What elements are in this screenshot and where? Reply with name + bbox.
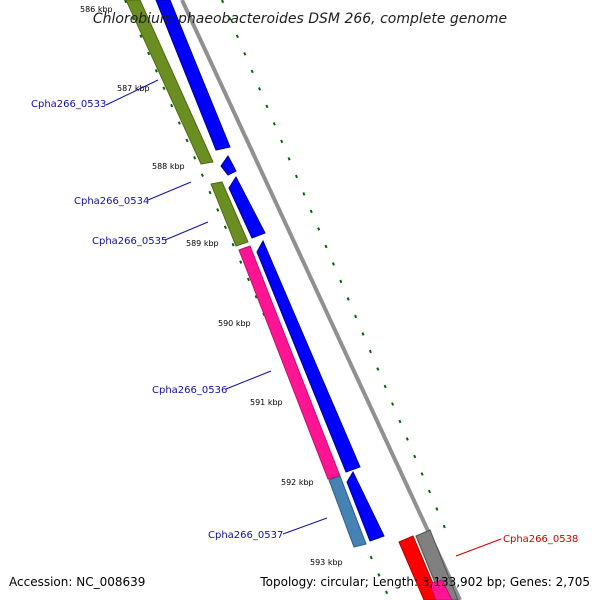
tick-label-588: 588 kbp bbox=[152, 162, 185, 171]
feature-cpha266-0533-blue[interactable] bbox=[155, 0, 231, 151]
tick-label-589: 589 kbp bbox=[186, 239, 219, 248]
feature-cpha266-0534-blue[interactable] bbox=[220, 155, 237, 176]
genome-summary-text: Topology: circular; Length: 3,133,902 bp… bbox=[259, 575, 590, 589]
feature-cpha266-0536-blue[interactable] bbox=[256, 239, 361, 473]
tick-label-592: 592 kbp bbox=[281, 478, 314, 487]
page-title: Chlorobium phaeobacteroides DSM 266, com… bbox=[93, 11, 507, 27]
gene-label-cpha266-0535[interactable]: Cpha266_0535 bbox=[92, 236, 167, 247]
feature-cpha266-0536-pink[interactable] bbox=[238, 245, 341, 480]
feature-cpha266-0538-gray[interactable] bbox=[415, 529, 459, 600]
dotted-ruler-outer bbox=[221, 0, 451, 541]
feature-cpha266-0537-steel[interactable] bbox=[328, 475, 367, 548]
feature-cpha266-0533-olive[interactable] bbox=[125, 0, 214, 165]
feature-bottom-pink[interactable] bbox=[429, 579, 453, 600]
gene-label-leaders bbox=[105, 79, 502, 557]
tick-label-590: 590 kbp bbox=[218, 319, 251, 328]
tick-label-586: 586 kbp bbox=[80, 5, 113, 14]
gene-label-cpha266-0534[interactable]: Cpha266_0534 bbox=[74, 196, 149, 207]
tick-label-587: 587 kbp bbox=[117, 84, 150, 93]
tick-label-593: 593 kbp bbox=[310, 558, 343, 567]
feature-cpha266-0535-blue[interactable] bbox=[228, 175, 266, 239]
feature-cpha266-0537-blue[interactable] bbox=[346, 470, 385, 542]
gene-label-cpha266-0538[interactable]: Cpha266_0538 bbox=[503, 534, 578, 545]
gene-label-cpha266-0536[interactable]: Cpha266_0536 bbox=[152, 385, 227, 396]
gene-label-cpha266-0533[interactable]: Cpha266_0533 bbox=[31, 99, 106, 110]
tick-labels: 586 kbp 587 kbp 588 kbp 589 kbp 590 kbp … bbox=[80, 5, 343, 567]
feature-track bbox=[125, 0, 459, 600]
gene-labels: Cpha266_0533 Cpha266_0534 Cpha266_0535 C… bbox=[31, 99, 578, 545]
tick-label-591: 591 kbp bbox=[250, 398, 283, 407]
backbone bbox=[180, 0, 462, 600]
feature-cpha266-0535-olive[interactable] bbox=[210, 181, 249, 247]
accession-text: Accession: NC_008639 bbox=[9, 575, 145, 589]
gene-label-cpha266-0537[interactable]: Cpha266_0537 bbox=[208, 530, 283, 541]
